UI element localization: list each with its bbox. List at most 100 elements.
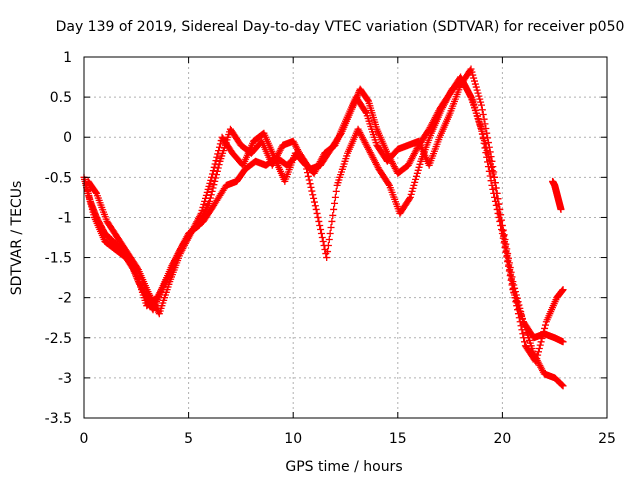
y-tick-label: -1	[58, 210, 72, 226]
plus-marker	[200, 200, 208, 208]
plus-marker	[485, 153, 493, 161]
plus-marker	[471, 77, 479, 85]
plus-marker	[203, 188, 211, 196]
plus-marker	[488, 167, 496, 175]
plus-marker	[478, 106, 486, 114]
plus-marker	[486, 157, 494, 165]
plus-marker	[539, 331, 547, 339]
plus-marker	[210, 163, 218, 171]
plus-marker	[308, 187, 316, 195]
plus-marker	[303, 165, 311, 173]
plus-marker	[212, 174, 220, 182]
series-track-d	[549, 177, 565, 213]
plus-marker	[502, 247, 510, 255]
plus-marker	[214, 150, 222, 158]
plus-marker	[330, 205, 338, 213]
plus-marker	[472, 83, 480, 91]
plus-marker	[216, 140, 224, 148]
plus-marker	[521, 338, 529, 346]
plus-marker	[498, 221, 506, 229]
plus-marker	[495, 205, 503, 213]
plus-marker	[92, 188, 100, 196]
plus-marker	[215, 147, 223, 155]
plus-marker	[505, 261, 513, 269]
x-tick-label: 15	[389, 431, 407, 447]
plus-marker	[407, 190, 415, 198]
plus-marker	[331, 193, 339, 201]
plus-marker	[480, 137, 488, 145]
plus-marker	[499, 227, 507, 235]
plus-marker	[490, 173, 498, 181]
plus-marker	[500, 238, 508, 246]
plus-marker	[510, 289, 518, 297]
plus-marker	[476, 121, 484, 129]
plus-marker	[307, 183, 315, 191]
plus-marker	[207, 191, 215, 199]
plus-marker	[324, 242, 332, 250]
plus-marker	[478, 127, 486, 135]
plus-marker	[489, 170, 497, 178]
plus-marker	[319, 238, 327, 246]
plus-marker	[310, 194, 318, 202]
plus-marker	[517, 322, 525, 330]
plus-marker	[480, 133, 488, 141]
y-tick-label: 1	[63, 50, 72, 66]
plus-marker	[509, 284, 517, 292]
chart-title: Day 139 of 2019, Sidereal Day-to-day VTE…	[56, 19, 625, 35]
y-tick-label: 0.5	[50, 90, 72, 106]
plus-marker	[535, 344, 543, 352]
plus-marker	[491, 179, 499, 187]
plus-marker	[536, 341, 544, 349]
y-tick-label: -0.5	[45, 170, 72, 186]
plus-marker	[204, 185, 212, 193]
plus-marker	[520, 334, 528, 342]
plus-marker	[508, 280, 516, 288]
x-tick-label: 25	[598, 431, 616, 447]
plus-marker	[541, 324, 549, 332]
plus-marker	[208, 187, 216, 195]
axis-ticks: 0 5 10 15 20 25 1 0.5 0 -0.5 -1 -1.5 -2 -2.5 -3 -3.5	[45, 50, 616, 447]
x-tick-label: 10	[284, 431, 302, 447]
plus-marker	[559, 382, 567, 390]
plus-marker	[302, 161, 310, 169]
plus-marker	[534, 348, 542, 356]
plus-marker	[477, 124, 485, 132]
plus-marker	[559, 338, 567, 346]
plus-marker	[413, 169, 421, 177]
plus-marker	[317, 229, 325, 237]
plus-marker	[475, 92, 483, 100]
plus-marker	[301, 160, 309, 168]
plus-marker	[215, 143, 223, 151]
plus-marker	[470, 100, 478, 108]
plus-marker	[533, 355, 541, 363]
plus-marker	[325, 236, 333, 244]
data-marks	[80, 65, 567, 390]
plus-marker	[519, 330, 527, 338]
y-tick-label: -2.5	[45, 331, 72, 347]
plus-marker	[470, 74, 478, 82]
plus-marker	[511, 294, 519, 302]
plus-marker	[534, 351, 542, 359]
plus-marker	[503, 252, 511, 260]
plus-marker	[414, 166, 422, 174]
plus-marker	[483, 129, 491, 137]
plus-marker	[331, 199, 339, 207]
plus-marker	[406, 193, 414, 201]
plus-marker	[412, 175, 420, 183]
plus-marker	[324, 248, 332, 256]
plus-marker	[207, 176, 215, 184]
plus-marker	[215, 161, 223, 169]
plus-marker	[311, 202, 319, 210]
plus-marker	[201, 197, 209, 205]
plus-marker	[306, 180, 314, 188]
plus-marker	[500, 232, 508, 240]
plus-marker	[473, 86, 481, 94]
plus-marker	[410, 181, 418, 189]
plus-marker	[559, 286, 567, 294]
plus-marker	[210, 181, 218, 189]
plus-marker	[198, 206, 206, 214]
y-tick-label: -3.5	[45, 411, 72, 427]
plus-marker	[209, 184, 217, 192]
plus-marker	[514, 306, 522, 314]
